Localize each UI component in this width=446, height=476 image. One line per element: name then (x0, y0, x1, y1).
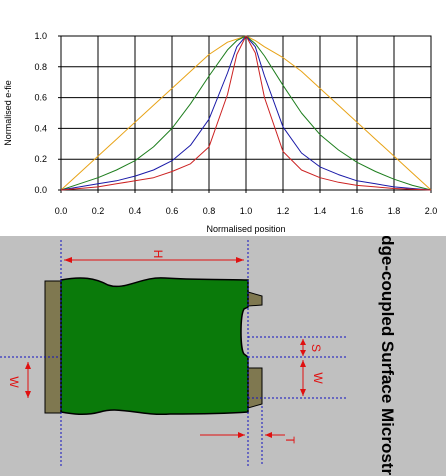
x-tick-label: 1.4 (314, 206, 327, 216)
diagram-title: Edge-coupled Surface Microstrip (378, 236, 397, 476)
dim-w-left-label: W (7, 376, 21, 388)
y-tick-label: 0.4 (34, 123, 47, 133)
x-tick-labels: 0.0 0.2 0.4 0.6 0.8 1.0 1.2 1.4 1.6 1.8 2.0 (55, 206, 438, 216)
series-layer (60, 35, 432, 191)
dim-s-arrow-top (300, 339, 306, 345)
x-tick-label: 0.6 (166, 206, 179, 216)
series-line-4 (60, 35, 432, 191)
y-tick-label: 0.0 (34, 185, 47, 195)
dimension-markers (25, 257, 306, 438)
dim-h-arrow-left (64, 257, 72, 263)
x-tick-label: 0.0 (55, 206, 68, 216)
field-distribution-chart: 0.0 0.2 0.4 0.6 0.8 1.0 1.2 1.4 1.6 1.8 2.0 0.0 0.2… (3, 31, 438, 234)
x-tick-label: 0.4 (129, 206, 142, 216)
dim-t-arrow-right (265, 432, 272, 438)
grid (58, 35, 432, 193)
x-tick-label: 1.6 (351, 206, 364, 216)
microstrip-diagram: H W S W T Edge-coupled Surface Microstri… (0, 236, 446, 476)
dim-t-arrow-left (238, 432, 245, 438)
dim-s-arrow-bottom (300, 350, 306, 356)
dim-h-arrow-right (236, 257, 244, 263)
y-axis-label: Normalised e-fie (3, 80, 13, 146)
dim-t-label: T (283, 436, 297, 444)
dim-w-right-arrow-bottom (300, 389, 306, 396)
dim-w-right-label: W (311, 372, 325, 384)
dim-w-right-arrow-top (300, 360, 306, 367)
y-tick-label: 0.2 (34, 154, 47, 164)
dim-s-label: S (309, 344, 323, 352)
dielectric-substrate (60, 277, 249, 416)
x-tick-label: 0.8 (203, 206, 216, 216)
x-tick-label: 2.0 (425, 206, 438, 216)
x-axis-label: Normalised position (206, 224, 285, 234)
right-conductor-lower (247, 367, 263, 409)
dim-w-left-arrow-top (25, 362, 31, 369)
left-conductor (44, 280, 62, 414)
x-tick-label: 1.0 (240, 206, 253, 216)
y-tick-labels: 0.0 0.2 0.4 0.6 0.8 1.0 (34, 31, 47, 195)
x-tick-label: 1.8 (388, 206, 401, 216)
dim-h-label: H (151, 250, 165, 259)
dim-w-left-arrow-bottom (25, 391, 31, 398)
x-tick-label: 1.2 (277, 206, 290, 216)
y-tick-label: 0.6 (34, 93, 47, 103)
y-tick-label: 1.0 (34, 31, 47, 41)
guide-lines (0, 240, 346, 466)
y-tick-label: 0.8 (34, 62, 47, 72)
x-tick-label: 0.2 (92, 206, 105, 216)
